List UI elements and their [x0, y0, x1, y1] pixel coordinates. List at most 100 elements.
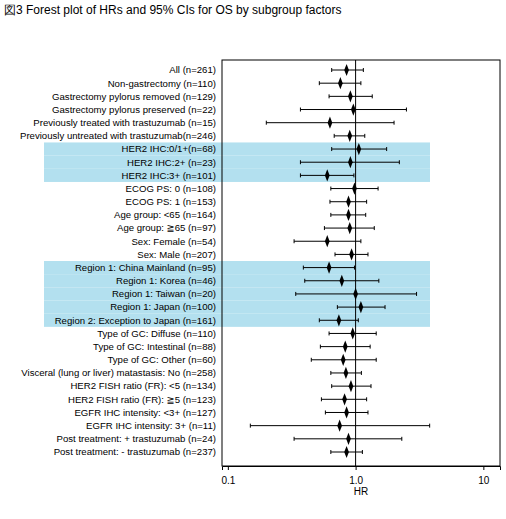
category-label: Non-gastrectomy (n=110): [108, 78, 216, 89]
category-label: Sex: Male (n=207): [137, 249, 216, 260]
forest-row: [334, 130, 365, 142]
forest-row: [330, 196, 367, 208]
ci-cap-lower: [329, 331, 330, 335]
ci-cap-upper: [376, 331, 377, 335]
hr-point: [344, 64, 349, 76]
plot-marks: [250, 60, 429, 466]
hr-point: [327, 261, 332, 273]
category-label: Type of GC: Intestinal (n=88): [93, 341, 216, 352]
row-band: [44, 142, 430, 155]
hr-point: [349, 248, 354, 260]
chart: 図3 Forest plot of HRs and 95% CIs for OS…: [0, 0, 506, 519]
ci-cap-lower: [337, 305, 338, 309]
plot-frame: [222, 60, 500, 466]
category-labels: All (n=261)Non-gastrectomy (n=110)Gastre…: [20, 64, 216, 457]
ci-cap-upper: [394, 121, 395, 125]
category-label: Type of GC: Diffuse (n=110): [97, 328, 216, 339]
hr-point: [347, 130, 352, 142]
x-tick: 10: [478, 466, 490, 486]
hr-point: [339, 275, 344, 287]
forest-row: [311, 354, 376, 366]
x-axis: 0.11.010: [221, 466, 500, 486]
hr-point: [346, 433, 351, 445]
hr-point: [352, 182, 357, 194]
category-label: Region 1: China Mainland (n=95): [75, 262, 216, 273]
category-label: Type of GC: Other (n=60): [107, 354, 216, 365]
ci-cap-lower: [300, 173, 301, 177]
hr-point: [328, 117, 333, 129]
hr-point: [346, 196, 351, 208]
category-label: HER2 IHC:2+ (n=23): [127, 157, 216, 168]
hr-point: [341, 354, 346, 366]
category-label: ECOG PS: 1 (n=153): [126, 196, 216, 207]
row-band: [44, 274, 430, 287]
hr-point: [343, 341, 348, 353]
ci-cap-lower: [304, 279, 305, 283]
ci-cap-lower: [331, 68, 332, 72]
forest-row: [294, 235, 361, 247]
forest-row: [305, 275, 379, 287]
forest-row: [266, 117, 394, 129]
hr-point: [359, 301, 364, 313]
ci-cap-upper: [401, 437, 402, 441]
ci-cap-upper: [353, 173, 354, 177]
forest-row: [335, 248, 368, 260]
category-label: Age group: ≧65 (n=97): [117, 222, 216, 233]
ci-cap-lower: [331, 384, 332, 388]
forest-row: [250, 420, 429, 432]
hr-point: [325, 235, 330, 247]
ci-cap-lower: [334, 134, 335, 138]
forest-row: [300, 156, 399, 168]
row-band: [44, 156, 430, 169]
category-label: Age group: <65 (n=164): [114, 209, 216, 220]
ci-cap-upper: [378, 187, 379, 191]
ci-cap-upper: [364, 134, 365, 138]
ci-cap-upper: [362, 450, 363, 454]
ci-cap-upper: [416, 292, 417, 296]
hr-point: [344, 406, 349, 418]
hr-point: [348, 90, 353, 102]
category-label: Region 1: Japan (n=100): [110, 301, 216, 312]
forest-row: [332, 143, 387, 155]
ci-cap-lower: [319, 318, 320, 322]
ci-cap-lower: [266, 121, 267, 125]
ci-cap-upper: [360, 81, 361, 85]
row-band: [44, 261, 430, 274]
ci-cap-upper: [366, 397, 367, 401]
forest-row: [321, 393, 366, 405]
category-label: Region 1: Taiwan (n=20): [112, 288, 216, 299]
hr-point: [353, 288, 358, 300]
ci-cap-upper: [367, 410, 368, 414]
x-tick-label: 10: [478, 475, 490, 486]
ci-cap-upper: [376, 358, 377, 362]
ci-cap-lower: [300, 160, 301, 164]
hr-point: [356, 143, 361, 155]
forest-row: [324, 222, 374, 234]
category-label: Post treatment: - trastuzumab (n=237): [54, 446, 216, 457]
forest-row: [319, 314, 358, 326]
category-label: Region 2: Exception to Japan (n=161): [55, 315, 216, 326]
ci-cap-upper: [374, 226, 375, 230]
hr-point: [349, 380, 354, 392]
ci-cap-lower: [330, 213, 331, 217]
category-label: Region 1: Korea (n=46): [116, 275, 216, 286]
forest-row: [300, 169, 353, 181]
ci-cap-lower: [325, 410, 326, 414]
hr-point: [344, 446, 349, 458]
x-tick-label: 0.1: [221, 475, 235, 486]
ci-cap-lower: [321, 397, 322, 401]
ci-cap-lower: [329, 200, 330, 204]
forest-row: [331, 446, 363, 458]
ci-cap-lower: [320, 345, 321, 349]
ci-cap-upper: [406, 108, 407, 112]
ci-cap-upper: [360, 239, 361, 243]
forest-row: [303, 261, 354, 273]
hr-point: [338, 77, 343, 89]
hr-point: [350, 327, 355, 339]
title: 図3 Forest plot of HRs and 95% CIs for OS…: [4, 3, 341, 17]
x-tick-mark: [483, 466, 484, 470]
hr-point: [346, 209, 351, 221]
hr-point: [342, 393, 347, 405]
ci-cap-lower: [250, 424, 251, 428]
ci-cap-lower: [324, 226, 325, 230]
